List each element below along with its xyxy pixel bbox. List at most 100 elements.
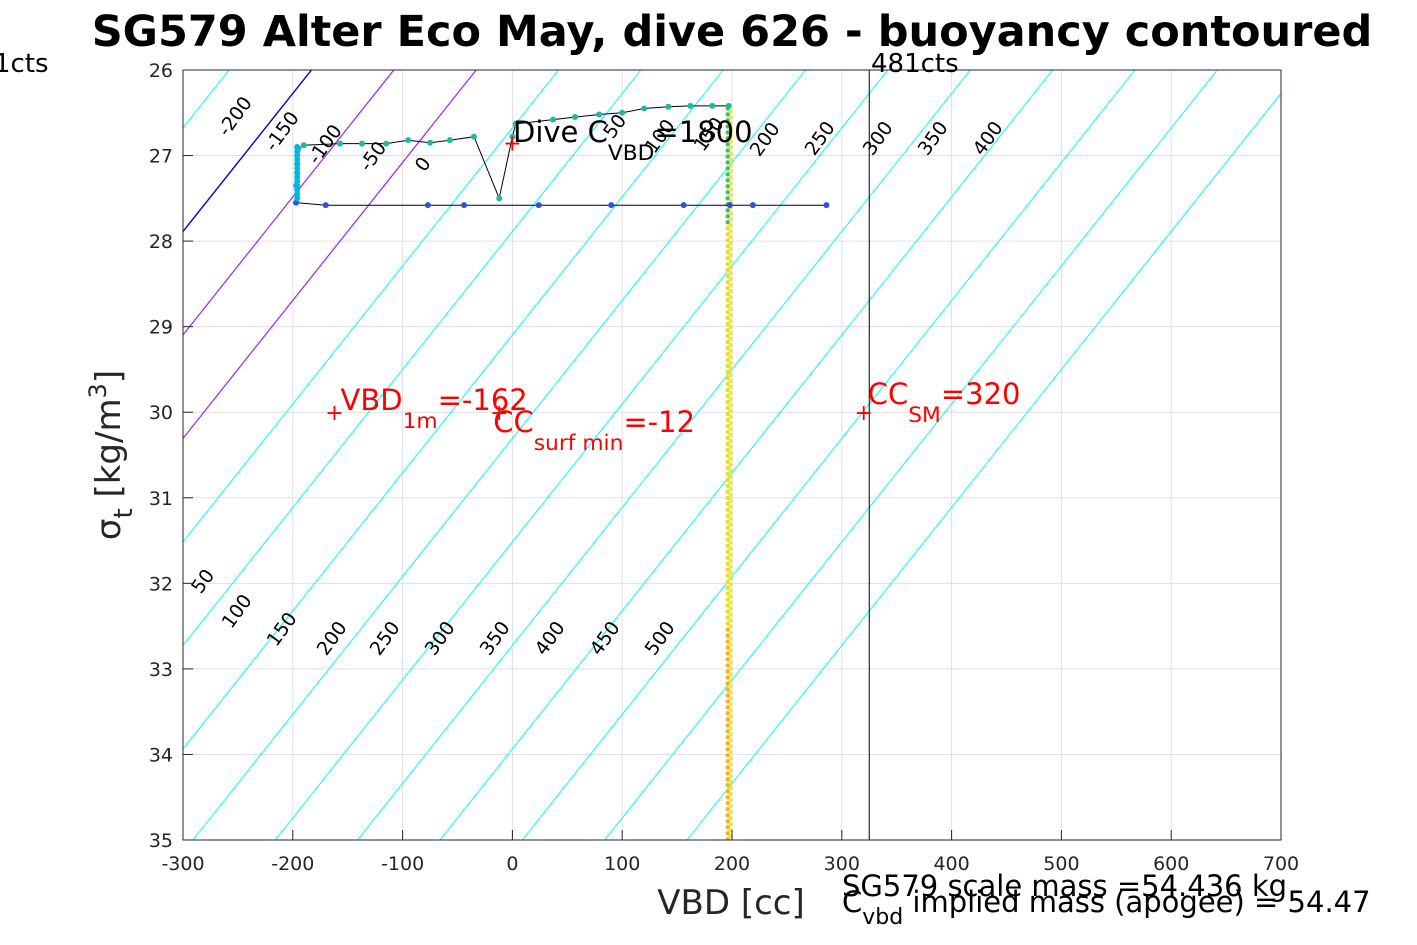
vbd-dot — [725, 789, 730, 794]
vbd-dot — [728, 342, 733, 348]
contour-label-bottom: 450 — [586, 617, 625, 659]
vbd-dot — [725, 214, 730, 219]
vbd-dot — [725, 681, 730, 686]
series-point-climb — [512, 120, 519, 127]
vbd-dot — [728, 660, 733, 665]
vbd-dot — [728, 684, 733, 689]
vbd-dot — [725, 519, 730, 524]
vbd-dot — [725, 735, 730, 740]
data-series — [293, 102, 830, 209]
surface-dot — [294, 161, 301, 168]
series-point-climb — [300, 142, 307, 149]
series-point-dive — [461, 202, 468, 209]
series-point-climb — [496, 195, 503, 202]
vbd-dot — [728, 714, 733, 719]
y-tick-label: 34 — [149, 744, 173, 766]
vbd-dot — [728, 444, 733, 450]
vbd-dot — [725, 717, 730, 722]
y-tick-label: 28 — [149, 231, 173, 253]
vbd-dot — [725, 759, 730, 764]
contour-line — [0, 70, 64, 840]
vbd-dot — [728, 606, 733, 611]
contour-label-top: 350 — [914, 117, 953, 159]
vbd-dot — [725, 429, 730, 435]
vbd-dot — [725, 795, 730, 800]
series-point-climb — [383, 140, 390, 147]
annotation-tail: =320 — [941, 377, 1021, 411]
vbd-dot — [725, 549, 730, 554]
vbd-dot — [728, 564, 733, 569]
vbd-dot — [728, 402, 733, 408]
series-point-dive — [823, 202, 830, 209]
x-tick-label: 0 — [506, 853, 518, 875]
vbd-dot — [725, 178, 730, 183]
vbd-dot — [725, 208, 730, 213]
series-point-dive — [424, 202, 431, 209]
x-tick-label: 200 — [714, 853, 750, 875]
vbd-dot — [728, 612, 733, 617]
contour-line — [439, 70, 1054, 840]
vbd-dot — [728, 408, 733, 414]
vbd-dot — [725, 417, 730, 423]
vbd-dot — [728, 348, 733, 354]
surface-dot — [294, 169, 301, 176]
y-axis-label-close: ] — [89, 370, 129, 383]
vbd-dot — [728, 432, 733, 438]
surface-dot — [294, 178, 301, 185]
vbd-dot — [725, 525, 730, 530]
vbd-dot — [725, 729, 730, 734]
vbd-dot — [728, 642, 733, 647]
series-point-dive — [680, 202, 687, 209]
x-tick-label: 300 — [824, 853, 860, 875]
vbd-dot — [728, 696, 733, 701]
vbd-dot — [728, 780, 733, 785]
vbd-dot — [725, 693, 730, 698]
vbd-dot — [728, 804, 733, 809]
vbd-dot — [725, 818, 730, 824]
annotation-tail: =-12 — [623, 405, 695, 439]
surface-dot — [294, 173, 301, 180]
vbd-dot — [728, 738, 733, 743]
series-point-climb — [405, 137, 412, 144]
contour-label-bottom: 500 — [641, 617, 680, 659]
vbd-dot — [728, 498, 733, 503]
vbd-dot — [728, 732, 733, 737]
y-axis-label-sub: t — [109, 508, 139, 518]
vbd-dot — [730, 839, 732, 840]
vbd-dot — [725, 262, 730, 267]
annotation-tail: =1800 — [654, 115, 752, 149]
vbd-dot — [728, 618, 733, 623]
vbd-dot — [725, 357, 730, 363]
series-line-dive — [296, 202, 827, 206]
vbd-dot — [725, 154, 730, 159]
vbd-dot — [725, 172, 730, 177]
vbd-dot — [725, 711, 730, 716]
vbd-dot — [725, 190, 730, 195]
vbd-dot — [728, 420, 733, 426]
vbd-dot — [725, 705, 730, 710]
annotation-text: CCSM=320 — [868, 377, 1021, 428]
vbd-dot — [728, 600, 733, 605]
contour-line — [183, 70, 477, 440]
vbd-dot — [728, 253, 733, 258]
vbd-dot — [725, 309, 730, 315]
vbd-dot — [728, 163, 733, 168]
series-point-dive — [535, 202, 542, 209]
vbd-dot — [725, 441, 730, 447]
vbd-dot — [728, 121, 733, 126]
vbd-dot — [725, 621, 730, 626]
vbd-dot — [725, 663, 730, 668]
vbd-dot — [725, 585, 730, 590]
contour-line — [183, 70, 559, 543]
vbd-dot — [725, 687, 730, 692]
vbd-dot — [728, 516, 733, 521]
contour-label-bottom: 150 — [263, 608, 302, 650]
vbd-dot — [728, 474, 733, 480]
vbd-dot — [728, 288, 733, 294]
vbd-dot — [728, 300, 733, 306]
vbd-dot — [725, 136, 730, 141]
series-point-climb — [665, 103, 672, 110]
y-tick-label: 31 — [149, 488, 173, 510]
vbd-dot — [725, 303, 730, 309]
